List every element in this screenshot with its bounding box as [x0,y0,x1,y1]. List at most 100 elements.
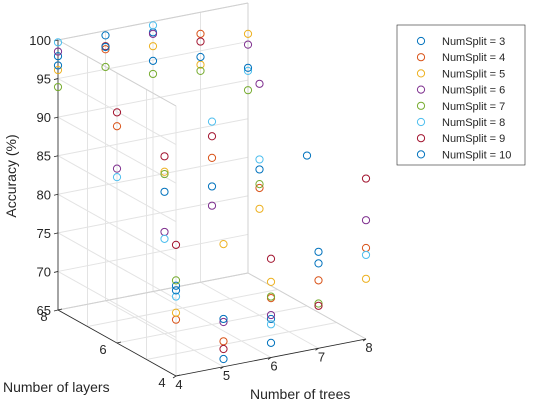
z-tick-label: 85 [37,149,51,164]
y-tick-label: 4 [158,375,165,390]
data-point [361,250,371,260]
data-point [196,66,205,75]
legend-marker [416,69,426,78]
data-point [160,234,169,243]
x-tick-label: 5 [223,368,230,383]
legend-label: NumSplit = 4 [442,52,505,64]
legend-label: NumSplit = 10 [442,149,511,161]
data-point [148,21,158,30]
data-point [207,153,217,162]
x-tick-label: 7 [318,349,325,364]
data-point [219,344,228,354]
data-point [101,45,110,54]
box-edge [57,272,249,311]
legend-marker [416,134,426,143]
data-point [361,274,371,283]
z-tick-label: 70 [37,264,51,279]
axes-layer [53,39,367,379]
data-point [266,320,276,329]
y-tick-label: 8 [40,309,47,324]
data-point [219,239,228,249]
x-tick-label: 4 [175,377,182,392]
data-point [255,79,264,88]
data-point [101,42,110,52]
legend-marker [416,117,426,127]
data-point [112,108,122,117]
z-tick-mark [53,271,59,273]
legend-label: NumSplit = 3 [442,36,505,48]
data-point [160,227,169,237]
data-point [361,243,371,253]
y-axis-label: Number of layers [3,379,110,395]
data-point [207,201,217,210]
data-point [171,276,181,285]
y-tick-mark [175,374,181,377]
data-point [112,173,122,182]
data-point [266,254,276,263]
data-point [219,314,228,324]
data-point [219,317,228,327]
z-tick-mark [53,116,59,119]
z-axis-label: Accuracy (%) [3,134,19,217]
data-point [160,169,169,179]
grid-line [57,79,249,118]
data-point [314,299,323,308]
legend-marker [416,85,426,94]
data-point [243,29,253,38]
data-point [148,56,158,65]
data-point [160,167,169,176]
data-point [53,82,63,92]
data-point [255,180,264,189]
y-tick-label: 6 [99,342,106,357]
x-tick-label: 6 [270,359,277,374]
data-point [314,276,323,285]
x-tick-mark [267,357,272,360]
box-edge [57,39,177,107]
data-point [196,52,205,62]
data-point [196,37,205,46]
data-point [207,132,217,141]
z-tick-label: 65 [37,303,51,318]
grid-line [87,289,278,327]
legend-label: NumSplit = 6 [442,85,505,97]
data-point [171,292,181,301]
legend-label: NumSplit = 8 [442,117,505,129]
z-tick-mark [53,155,59,158]
data-point [314,259,323,268]
z-tick-label: 80 [37,187,51,202]
data-point [53,52,63,61]
z-tick-label: 90 [37,110,51,125]
data-point [255,155,264,164]
data-point [255,204,264,213]
data-point [243,86,253,95]
legend-label: NumSplit = 7 [442,101,505,113]
z-tick-mark [53,193,59,196]
z-tick-mark [53,309,59,312]
legend: NumSplit = 3 NumSplit = 4 NumSplit = 5 NumS… [396,24,526,166]
z-tick-label: 100 [29,33,51,48]
data-point [148,42,158,51]
grid-line [57,156,249,195]
y-tick-mark [116,341,122,344]
data-point [255,183,264,193]
data-point [196,60,205,69]
grid-line [57,195,249,234]
legend-box [396,24,526,166]
grid-line [57,41,249,80]
data-point [302,151,312,160]
data-point [53,65,63,75]
data-point [160,152,169,161]
grid-layer [57,2,367,377]
data-point [266,292,276,301]
legend-label: NumSplit = 5 [442,68,505,80]
data-point [266,338,276,347]
data-point [243,40,253,49]
data-point [171,240,181,249]
data-point [101,62,110,72]
data-point [219,354,228,364]
data-point [171,286,181,295]
data-point [266,277,276,286]
data-point [243,63,253,72]
